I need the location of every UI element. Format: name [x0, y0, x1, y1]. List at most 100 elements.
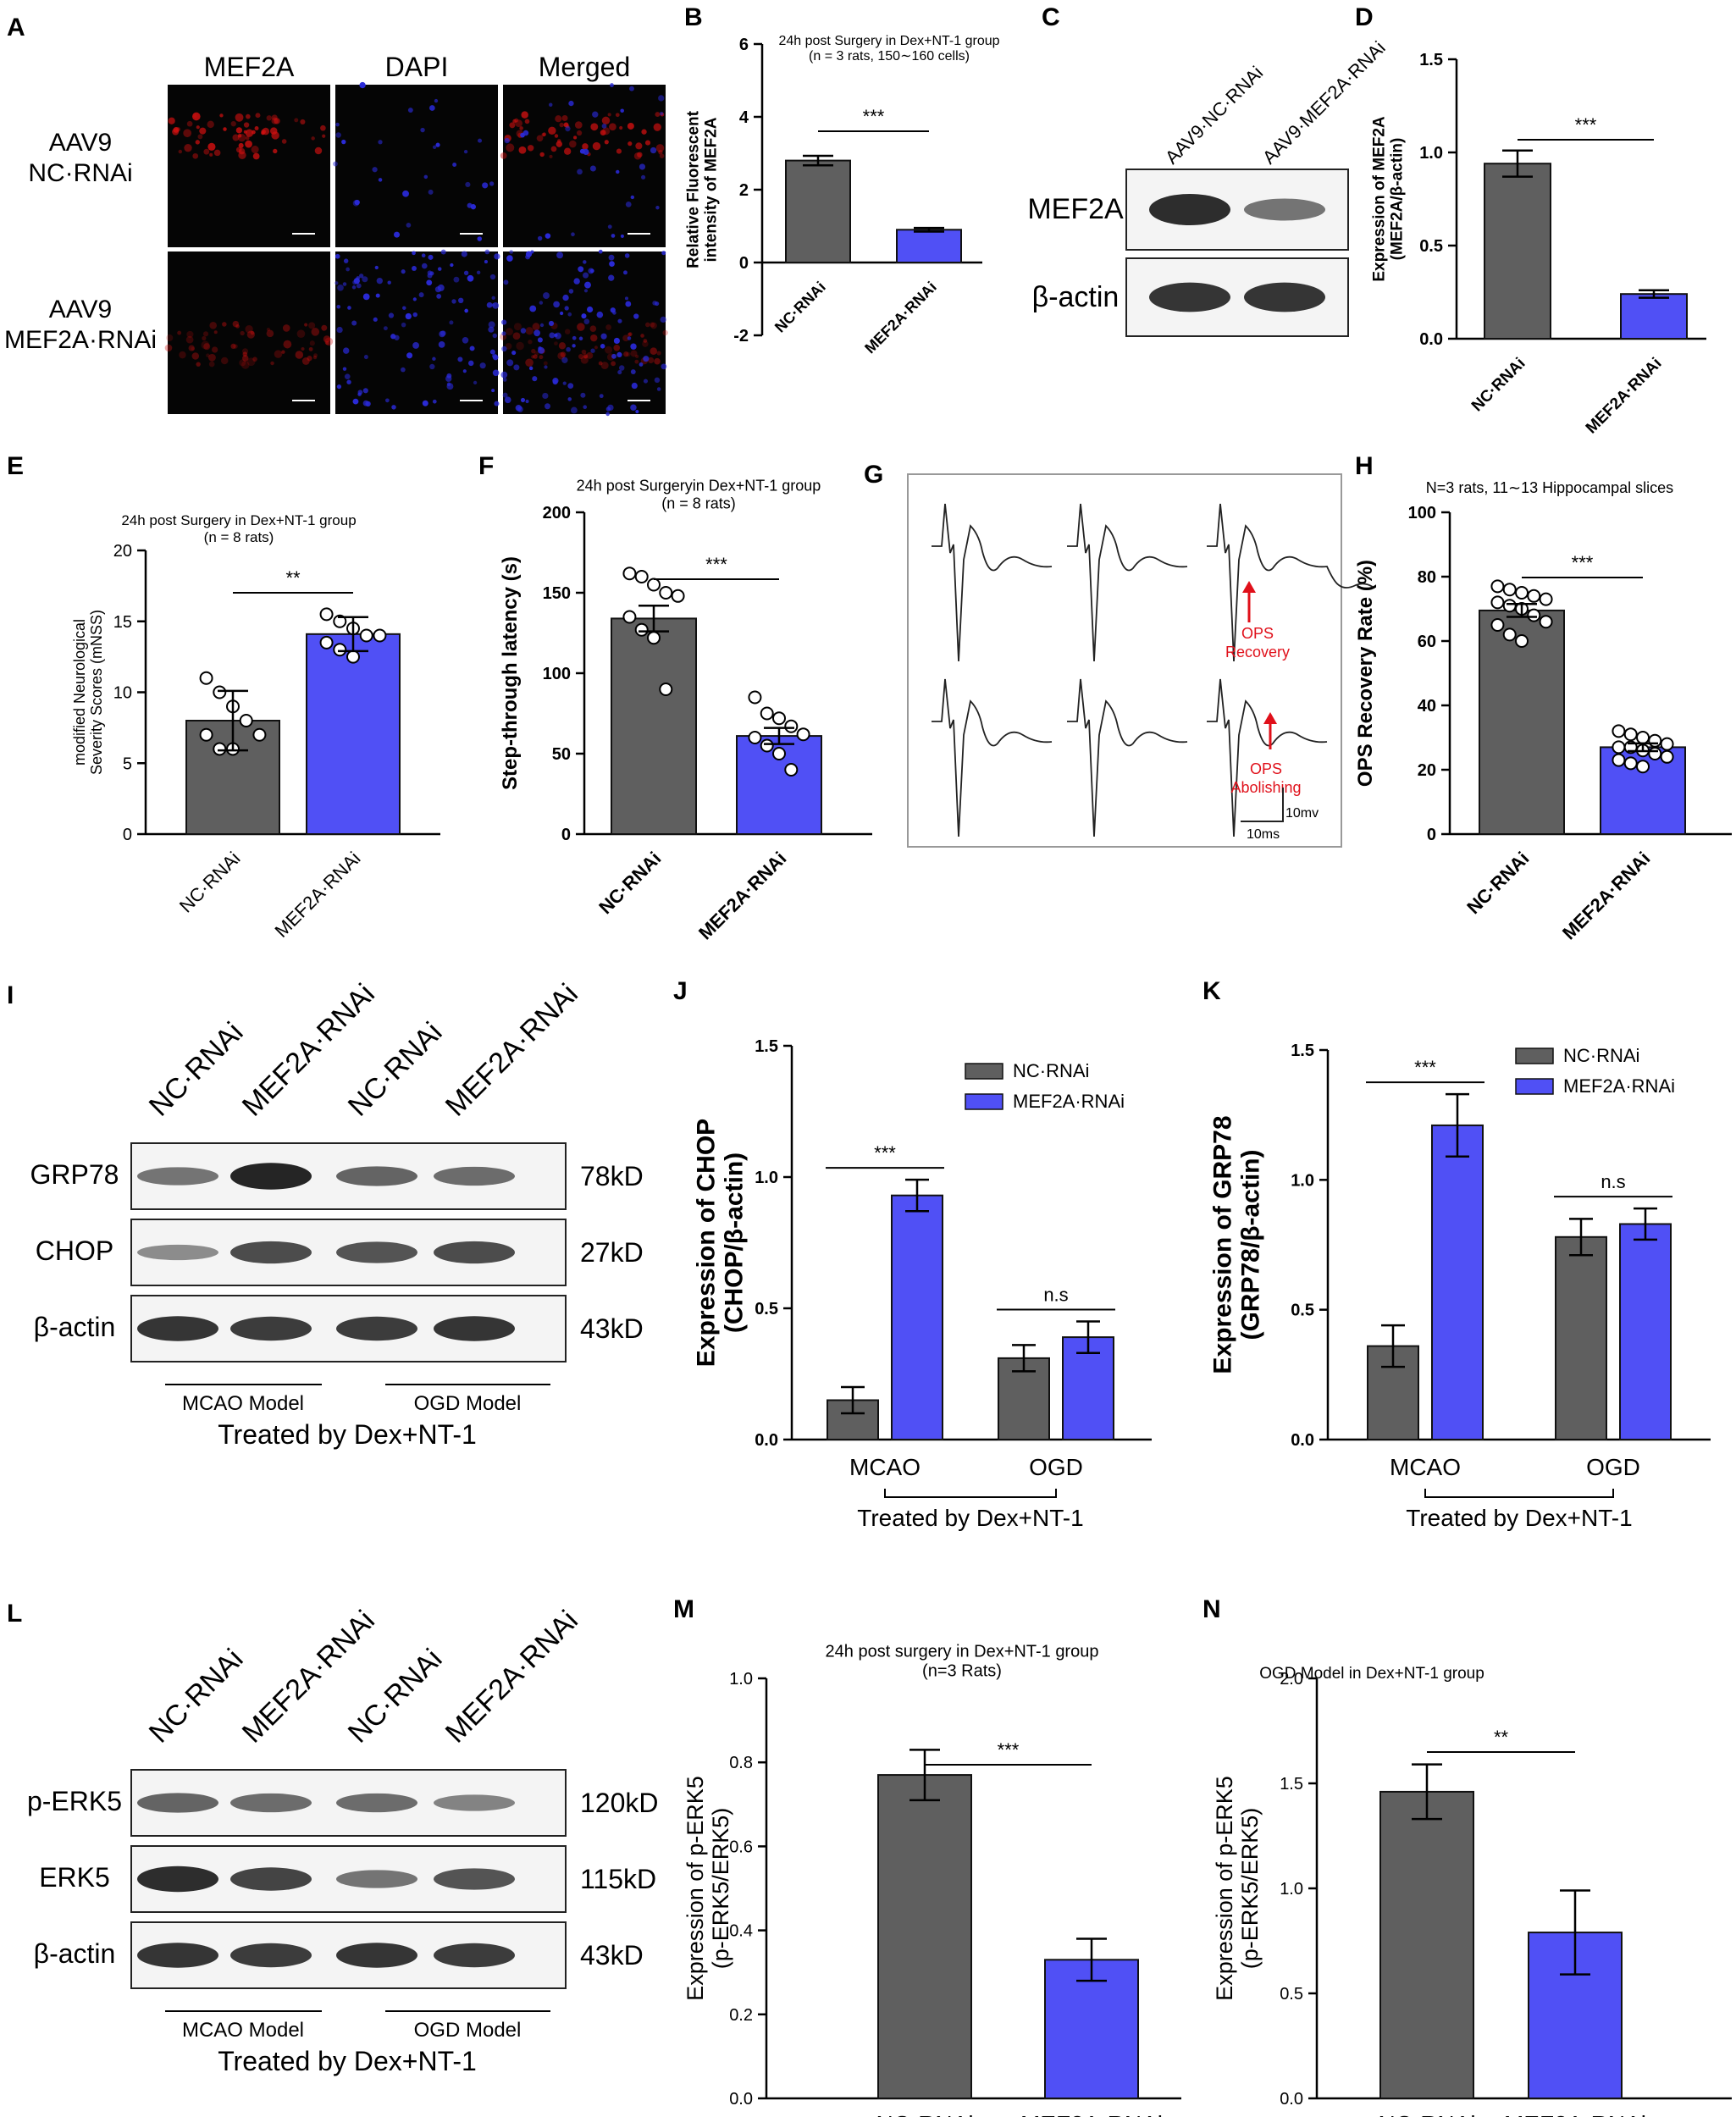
red-signal [255, 113, 261, 119]
data-point [252, 727, 267, 742]
blot-band [434, 1868, 515, 1890]
red-signal [206, 353, 210, 358]
red-signal [548, 126, 556, 135]
blot-row-label: p-ERK5 [27, 1786, 122, 1816]
dapi-nucleus [362, 293, 370, 301]
red-signal [320, 124, 326, 131]
red-signal [186, 120, 193, 127]
dapi-nucleus [418, 292, 424, 298]
y-tick-label: 0.6 [729, 1838, 753, 1856]
red-signal [246, 113, 251, 119]
red-signal [208, 361, 215, 368]
y-tick-label: 1.5 [1291, 1042, 1314, 1060]
y-tick-label: 1.5 [1280, 1775, 1303, 1794]
x-tick-label: NC·RNAi [594, 848, 665, 918]
y-tick-label: 0.5 [1291, 1302, 1314, 1320]
data-point [1502, 627, 1517, 642]
data-point [671, 589, 685, 603]
red-signal [311, 136, 315, 141]
dapi-nucleus [450, 263, 454, 268]
data-point [213, 685, 227, 699]
data-point [1490, 618, 1505, 632]
red-signal [192, 112, 201, 121]
red-signal [590, 334, 598, 342]
data-point [784, 763, 799, 777]
red-signal [656, 351, 661, 356]
red-signal [598, 361, 603, 366]
red-signal [625, 351, 631, 357]
dapi-nucleus [562, 294, 569, 301]
chart-title-B: 24h post Surgery in Dex+NT-1 group (n = 3… [778, 34, 999, 64]
dapi-nucleus [434, 98, 439, 103]
dapi-nucleus [412, 251, 416, 256]
dapi-nucleus [568, 289, 574, 294]
red-signal [533, 354, 538, 359]
dapi-nucleus [358, 274, 364, 279]
bar-OGD-NC·RNAi [1555, 1235, 1607, 1441]
y-axis-label-M: Expression of p-ERK5(p-ERK5/ERK5) [683, 1776, 733, 2001]
data-point [333, 643, 347, 657]
blot-band [137, 1167, 218, 1186]
data-point [333, 614, 347, 628]
red-signal [525, 358, 534, 368]
dapi-nucleus [502, 377, 507, 382]
red-signal [300, 119, 306, 124]
chart-footer-K: Treated by Dex+NT-1 [1406, 1505, 1632, 1531]
y-tick-label: 0.5 [1419, 237, 1443, 256]
y-tick-label: 0 [1427, 826, 1436, 844]
data-point [1612, 740, 1626, 754]
panel-G: G OPS Recovery OPS Abolishing 10mv 10ms [864, 461, 1374, 848]
kD-label: 78kD [580, 1161, 644, 1191]
dapi-nucleus [412, 297, 417, 301]
red-signal [202, 331, 209, 337]
bar-OGD-MEF2A·RNAi [1062, 1336, 1114, 1440]
dapi-nucleus [501, 345, 507, 352]
red-signal [240, 330, 245, 336]
dapi-nucleus [428, 105, 435, 111]
red-signal [512, 332, 521, 340]
blot-band [137, 1943, 218, 1968]
dapi-nucleus [620, 108, 624, 113]
dapi-nucleus [539, 323, 545, 328]
panel-letter-H: H [1355, 452, 1374, 480]
blot-band [230, 1793, 312, 1813]
chart-footer-J: Treated by Dex+NT-1 [857, 1505, 1083, 1531]
blot-row-label: MEF2A [1027, 193, 1124, 225]
dapi-nucleus [378, 178, 383, 182]
x-tick-label: NC·RNAi [1468, 355, 1529, 416]
dapi-nucleus [581, 313, 587, 319]
red-signal [242, 355, 249, 362]
dapi-nucleus [427, 270, 433, 275]
dapi-nucleus [412, 342, 419, 349]
data-point [1502, 599, 1517, 613]
red-signal [611, 361, 616, 367]
data-point [772, 711, 786, 726]
red-signal [203, 148, 210, 155]
y-tick-label: 1.0 [729, 1670, 753, 1689]
dapi-nucleus [333, 161, 338, 167]
dapi-nucleus [463, 149, 468, 154]
data-point [647, 578, 661, 592]
data-point [1527, 608, 1541, 622]
kD-label: 115kD [580, 1864, 656, 1894]
red-signal [556, 141, 562, 147]
dapi-nucleus [520, 328, 527, 334]
trace-waveform [932, 503, 1053, 662]
red-signal [311, 328, 320, 336]
data-point [1660, 749, 1674, 764]
dapi-nucleus [354, 199, 360, 206]
dapi-nucleus [429, 363, 435, 370]
y-tick-label: 20 [113, 542, 132, 561]
panel-letter-B: B [684, 3, 703, 31]
red-signal [242, 351, 248, 357]
chart-D: D 0.0 0.5 1.0 1.5 Expression of MEF2A(MEF2A/β… [1355, 3, 1706, 437]
dapi-nucleus [608, 274, 615, 281]
red-signal [573, 135, 578, 140]
dapi-nucleus [470, 204, 477, 210]
data-point [199, 727, 213, 742]
dapi-nucleus [570, 406, 578, 414]
red-signal [239, 359, 246, 367]
y-tick-label: 1.0 [755, 1169, 778, 1187]
red-signal [602, 127, 611, 135]
